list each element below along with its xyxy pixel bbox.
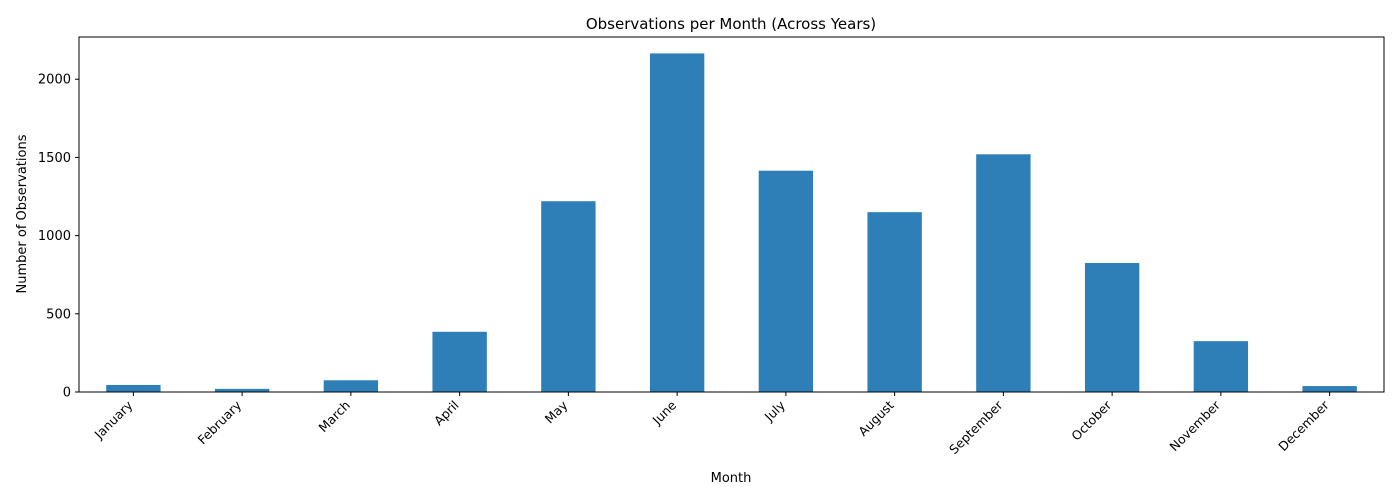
plot-frame: [78, 36, 1385, 393]
chart-title: Observations per Month (Across Years): [586, 15, 876, 33]
bar-january: [106, 384, 161, 392]
y-tick-label: 500: [46, 307, 71, 322]
x-tick-label-december: December: [1275, 397, 1332, 454]
x-tick-label-july: July: [761, 397, 789, 425]
y-tick-label: 2000: [38, 73, 71, 88]
bar-march: [323, 380, 379, 392]
x-tick-label-march: March: [315, 398, 353, 436]
bars-layer: [106, 53, 1357, 393]
bar-may: [541, 201, 596, 392]
bar-october: [1084, 262, 1140, 392]
x-tick-label-august: August: [855, 397, 897, 439]
x-axis-ticks: January February March April May June July Augu…: [91, 392, 1332, 457]
y-tick-label: 0: [63, 386, 71, 401]
bar-december: [1302, 386, 1357, 392]
x-tick-label-may: May: [542, 397, 571, 426]
x-tick-label-april: April: [431, 398, 462, 429]
x-axis-label: Month: [711, 471, 752, 486]
x-tick-label-june: June: [649, 397, 680, 428]
bar-july: [758, 170, 814, 392]
x-tick-label-september: September: [946, 397, 1006, 457]
bar-november: [1193, 341, 1249, 392]
bar-june: [649, 53, 705, 393]
bar-august: [867, 212, 922, 392]
y-axis-label: Number of Observations: [15, 134, 30, 293]
x-tick-label-february: February: [194, 397, 244, 447]
x-tick-label-october: October: [1068, 397, 1115, 444]
bar-september: [976, 154, 1031, 392]
y-tick-label: 1500: [38, 151, 71, 166]
x-tick-label-november: November: [1166, 397, 1223, 454]
bar-april: [432, 331, 487, 392]
y-tick-label: 1000: [38, 229, 71, 244]
y-axis-ticks: 0 500 1000 1500 2000: [38, 73, 79, 401]
x-tick-label-january: January: [91, 397, 136, 442]
bar-february: [214, 388, 270, 392]
